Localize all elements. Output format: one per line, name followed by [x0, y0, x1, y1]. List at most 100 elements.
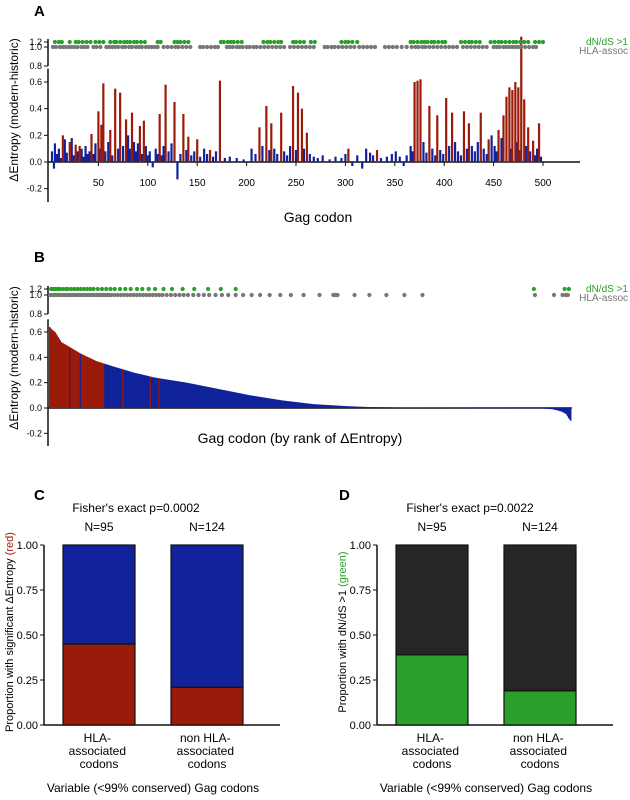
b-ranked-bar — [562, 408, 565, 413]
b-hla-dot — [420, 292, 425, 298]
b-ranked-bar — [332, 405, 334, 408]
b-hla-dot — [317, 292, 322, 298]
a-dnds-dot — [443, 39, 448, 45]
a-dnds-dot — [522, 39, 527, 45]
b-hla-dot — [367, 292, 372, 298]
panel-c-cat-nonhla: non HLA- associated codons — [177, 731, 238, 771]
a-dnds-dot — [308, 39, 313, 45]
a-blue-bar — [379, 158, 383, 162]
d-y-tick-label: 1.00 — [350, 540, 371, 552]
a-hla-dot — [244, 44, 249, 50]
b-hla-dot — [565, 292, 570, 298]
b-ranked-bar — [202, 386, 205, 408]
a-hla-dot — [180, 44, 185, 50]
a-blue-bar — [535, 148, 539, 162]
panel-a-legend-dnds: dN/dS >1 — [586, 37, 628, 48]
b-hla-dot — [560, 292, 565, 298]
a-hla-dot — [491, 44, 496, 50]
b-ranked-bar — [214, 388, 216, 408]
panel-d-fisher: Fisher's exact p=0.0022 — [406, 501, 534, 515]
d-bar-upper — [503, 544, 577, 692]
panel-d-y-label-color: (green) — [337, 551, 349, 586]
b-hla-dot — [138, 292, 143, 298]
b-ranked-bar — [158, 378, 160, 408]
b-ranked-bar — [62, 343, 65, 408]
a-blue-bar — [321, 155, 324, 162]
a-dnds-dot — [496, 39, 501, 45]
b-ranked-bar — [547, 408, 550, 409]
b-ranked-bar — [262, 397, 264, 408]
a-dnds-dot — [301, 39, 307, 45]
a-hla-dot — [66, 44, 71, 50]
a-hla-dot — [240, 44, 245, 50]
b-ranked-bar — [252, 395, 255, 408]
b-ranked-bar — [284, 400, 287, 408]
b-ranked-bar — [353, 406, 355, 408]
a-hla-dot — [104, 44, 109, 50]
b-ranked-bar — [355, 406, 358, 408]
b-ranked-bar — [194, 384, 196, 408]
panel-letter-b: B — [34, 249, 45, 266]
a-blue-bar — [456, 151, 460, 162]
b-ranked-bar — [269, 398, 272, 408]
a-x-tick-label: 350 — [386, 178, 403, 189]
a-dnds-dot — [114, 39, 119, 45]
b-ranked-bar — [289, 401, 292, 408]
b-ranked-bar — [155, 377, 157, 408]
a-hla-dot — [480, 44, 485, 50]
b-ranked-bar — [323, 404, 326, 408]
a-blue-bar — [126, 135, 130, 162]
b-ranked-bar — [360, 406, 363, 408]
b-dnds-dot — [88, 286, 93, 292]
a-dnds-dot — [507, 39, 512, 45]
a-hla-dot — [79, 44, 84, 50]
b-hla-dot — [191, 292, 196, 298]
b-ranked-bar — [183, 382, 186, 408]
a-dnds-dot — [279, 39, 284, 45]
b-ranked-bar — [379, 407, 381, 408]
a-hla-dot — [416, 44, 421, 50]
panel-c-y-label-main: Proportion with significant ΔEntropy — [4, 555, 16, 732]
b-ranked-bar — [141, 374, 143, 408]
b-ranked-bar — [296, 402, 298, 408]
b-ranked-bar — [248, 395, 250, 408]
b-ranked-bar — [70, 347, 72, 408]
b-ranked-bar — [58, 338, 61, 408]
b-ranked-bar — [173, 380, 175, 408]
b-dnds-dot — [117, 286, 123, 292]
a-blue-bar — [176, 162, 179, 180]
b-ranked-bar — [300, 402, 302, 408]
a-dnds-dot — [290, 39, 296, 45]
b-ranked-bar — [336, 405, 339, 408]
b-ranked-bar — [366, 406, 368, 408]
b-ranked-bar — [213, 388, 215, 408]
b-ranked-bar — [190, 383, 192, 408]
a-hla-dot — [533, 44, 539, 50]
a-red-bar — [451, 112, 454, 162]
b-ranked-bar — [356, 406, 359, 408]
a-hla-dot — [278, 44, 283, 50]
a-hla-dot — [427, 44, 432, 50]
b-ranked-bar — [109, 365, 111, 408]
a-hla-dot — [184, 44, 189, 50]
a-hla-dot — [510, 44, 515, 50]
b-ranked-bar — [134, 373, 137, 408]
b-ranked-bar — [242, 393, 244, 408]
b-ranked-bar — [172, 380, 174, 408]
a-blue-bar — [493, 146, 496, 162]
a-blue-bar — [529, 151, 532, 162]
a-x-tick-label: 100 — [139, 178, 156, 189]
b-ranked-bar — [196, 384, 198, 408]
b-ranked-bar — [117, 368, 120, 408]
b-ranked-bar — [543, 408, 545, 409]
a-blue-bar — [411, 151, 414, 162]
a-blue-bar — [476, 142, 479, 162]
b-ranked-bar — [87, 357, 89, 408]
a-dnds-dot — [131, 39, 137, 45]
b-track-tick-label: 0.8 — [29, 309, 42, 319]
a-dnds-dot — [411, 39, 416, 45]
b-ranked-bar — [357, 406, 360, 408]
b-ranked-bar — [115, 367, 118, 408]
b-ranked-bar — [358, 406, 361, 408]
